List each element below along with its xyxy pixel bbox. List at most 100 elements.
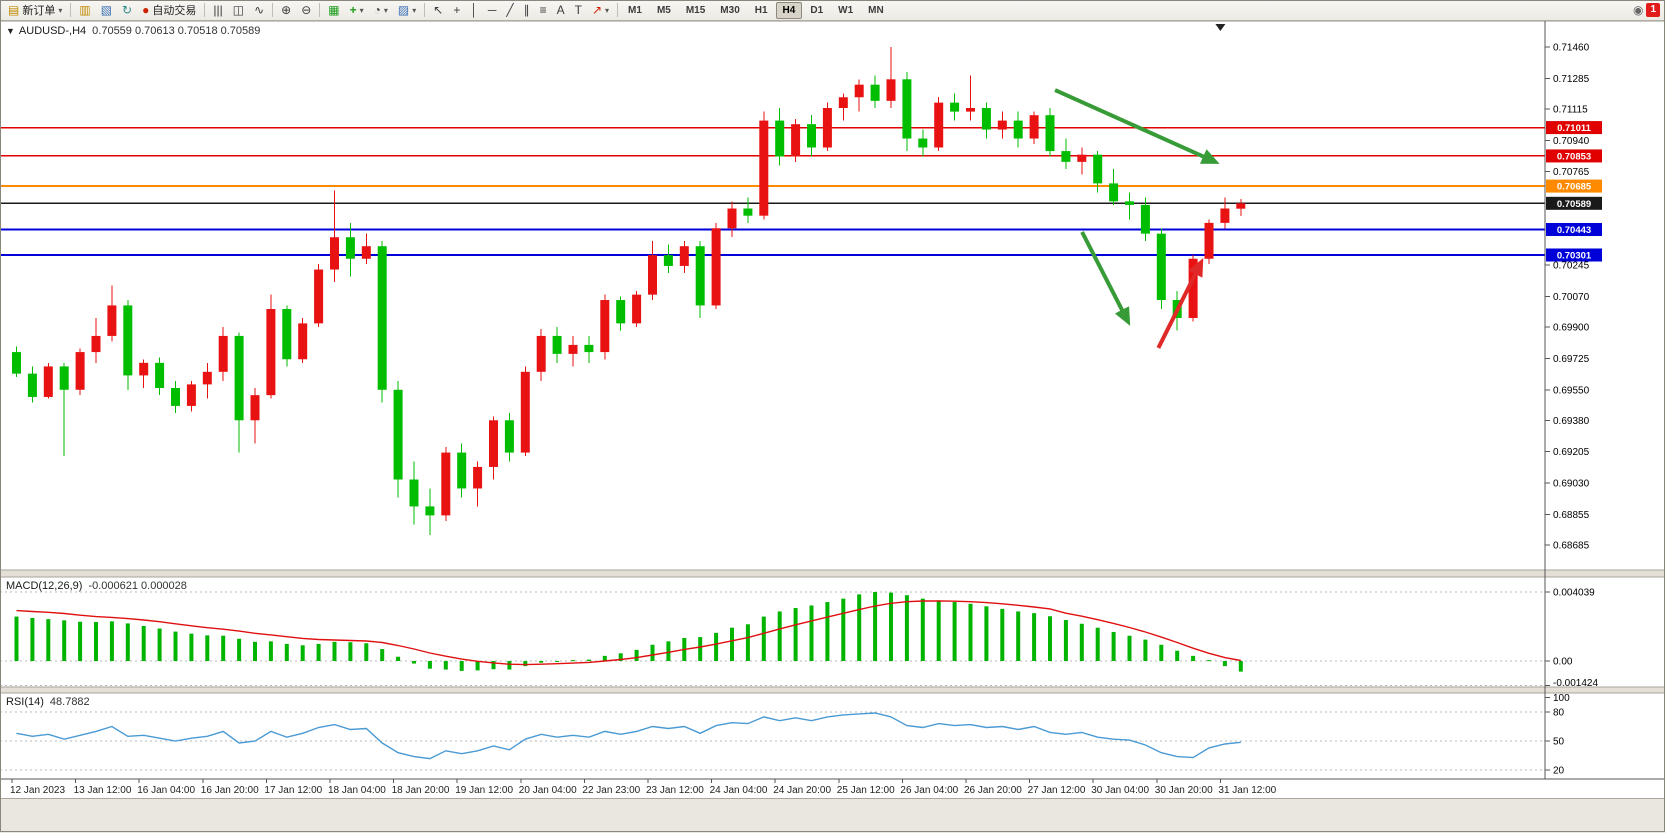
candle [202, 371, 212, 385]
notification-badge[interactable]: 1 [1646, 3, 1660, 17]
arrow-object[interactable] [1054, 88, 1220, 164]
shapes-button[interactable]: ↗ ▾ [587, 2, 614, 19]
toolbar-separator [272, 3, 274, 17]
timeframe-button-mn[interactable]: MN [868, 4, 884, 16]
templates-button[interactable]: ▨ ▾ [393, 2, 421, 19]
svg-text:0.70301: 0.70301 [1557, 250, 1592, 261]
candle [218, 335, 228, 372]
candle [1220, 208, 1230, 223]
timeframe-button-d1[interactable]: D1 [810, 4, 824, 16]
svg-text:24 Jan 20:00: 24 Jan 20:00 [773, 785, 831, 796]
toolbar-separator [617, 3, 619, 17]
svg-text:24 Jan 04:00: 24 Jan 04:00 [710, 785, 768, 796]
crosshair-icon[interactable]: + [453, 2, 461, 17]
candle [822, 108, 832, 148]
candle [377, 246, 387, 390]
rsi-gridlines: 100 80 50 20 [0, 693, 1570, 777]
candle [473, 466, 483, 489]
periods-button[interactable]: ◔ ▾ [369, 2, 393, 19]
timeframe-button-m15[interactable]: M15 [685, 4, 706, 16]
label-tool-icon[interactable]: T [574, 2, 582, 17]
candle [186, 384, 196, 406]
profiles-icon[interactable]: ▧ [100, 2, 113, 17]
candle [393, 389, 403, 480]
svg-text:0.71285: 0.71285 [1553, 74, 1590, 85]
svg-text:0.68855: 0.68855 [1553, 510, 1590, 521]
toolbar-right-cluster: ◉ 1 [1633, 2, 1662, 19]
indicators-button[interactable]: + ▾ [345, 2, 369, 19]
arrow-object[interactable] [1080, 231, 1131, 326]
new-chart-icon[interactable]: ▥ [79, 2, 91, 17]
zoom-out-icon[interactable]: ⊖ [301, 2, 312, 17]
candle [298, 323, 308, 360]
candle [1093, 154, 1103, 184]
candle [409, 479, 419, 507]
candle [91, 335, 101, 353]
zoom-in-icon[interactable]: ⊕ [281, 2, 292, 17]
timeframe-button-h1[interactable]: H1 [754, 4, 768, 16]
refresh-icon[interactable]: ↻ [122, 2, 133, 17]
candlestick-chart-icon[interactable]: ◫ [232, 2, 245, 17]
candle [1045, 115, 1055, 152]
price-axis-labels: 0.71460 0.71285 0.71115 0.70940 0.70765 0.702… [1545, 43, 1590, 552]
macd-histogram [14, 591, 1243, 672]
timeframe-button-m30[interactable]: M30 [720, 4, 740, 16]
trend-arrows[interactable] [1054, 88, 1220, 349]
candle [584, 344, 594, 353]
chart-title: ▼ AUDUSD-,H4 0.70559 0.70613 0.70518 0.705… [6, 25, 260, 37]
channel-icon[interactable]: ∥ [523, 2, 530, 17]
candle [1188, 258, 1198, 318]
bar-chart-icon[interactable]: ||| [213, 2, 223, 17]
rsi-indicator-label: RSI(14) 48.7882 [6, 696, 90, 708]
svg-text:13 Jan 12:00: 13 Jan 12:00 [74, 785, 132, 796]
text-tool-icon[interactable]: A [556, 2, 565, 17]
candle [59, 366, 69, 390]
new-order-icon: ▤ [8, 2, 20, 17]
timeframe-button-m5[interactable]: M5 [656, 4, 671, 16]
pane-splitter-macd[interactable] [0, 569, 1665, 578]
svg-text:-0.001424: -0.001424 [1553, 678, 1598, 689]
oneclick-trading-arrow-icon[interactable]: ▼ [6, 26, 15, 36]
fibonacci-icon[interactable]: ≡ [539, 2, 547, 17]
svg-text:18 Jan 04:00: 18 Jan 04:00 [328, 785, 386, 796]
horizontal-lines[interactable] [0, 126, 1545, 256]
pane-splitter-rsi[interactable] [0, 686, 1665, 694]
timeframe-button-h4[interactable]: H4 [775, 1, 803, 19]
svg-text:30 Jan 20:00: 30 Jan 20:00 [1155, 785, 1213, 796]
svg-text:100: 100 [1553, 693, 1570, 704]
timeframe-button-m1[interactable]: M1 [628, 4, 642, 16]
candle [1109, 183, 1119, 202]
community-icon[interactable]: ◉ [1632, 2, 1644, 17]
candle [1029, 115, 1039, 139]
arrow-object[interactable] [1156, 258, 1204, 349]
svg-text:0.69030: 0.69030 [1553, 479, 1590, 490]
timeframe-button-w1[interactable]: W1 [838, 4, 854, 16]
rsi-line [16, 712, 1241, 760]
svg-text:26 Jan 20:00: 26 Jan 20:00 [964, 785, 1022, 796]
line-chart-icon[interactable]: ∿ [254, 2, 265, 17]
svg-text:23 Jan 12:00: 23 Jan 12:00 [646, 785, 704, 796]
svg-text:0.70685: 0.70685 [1557, 182, 1592, 193]
indicators-icon: + [349, 2, 357, 17]
macd-signal-line [16, 600, 1241, 666]
autotrading-button[interactable]: ● 自动交易 [137, 2, 201, 19]
svg-text:0.69550: 0.69550 [1553, 385, 1590, 396]
candle [361, 246, 371, 259]
svg-text:50: 50 [1553, 737, 1565, 748]
candle [1013, 120, 1023, 139]
symbol-period-label: AUDUSD-,H4 [18, 25, 87, 37]
svg-text:12 Jan 2023: 12 Jan 2023 [10, 785, 65, 796]
new-order-button[interactable]: ▤ 新订单 ▾ [3, 2, 67, 19]
candle [1140, 204, 1150, 234]
tile-windows-icon[interactable]: ▦ [328, 2, 340, 17]
vertical-line-icon[interactable]: │ [470, 2, 478, 17]
ohlc-values: 0.70559 0.70613 0.70518 0.70589 [92, 25, 261, 37]
cursor-icon[interactable]: ↖ [433, 2, 444, 17]
candle [918, 138, 928, 148]
time-axis-labels: 12 Jan 2023 13 Jan 12:00 16 Jan 04:00 16 Ja… [10, 779, 1277, 796]
macd-gridlines: 0.004039 0.00 -0.001424 [0, 588, 1598, 689]
chart-shift-marker-icon[interactable] [1215, 24, 1226, 31]
horizontal-line-icon[interactable]: ─ [487, 2, 497, 17]
trendline-icon[interactable]: ╱ [506, 2, 514, 17]
